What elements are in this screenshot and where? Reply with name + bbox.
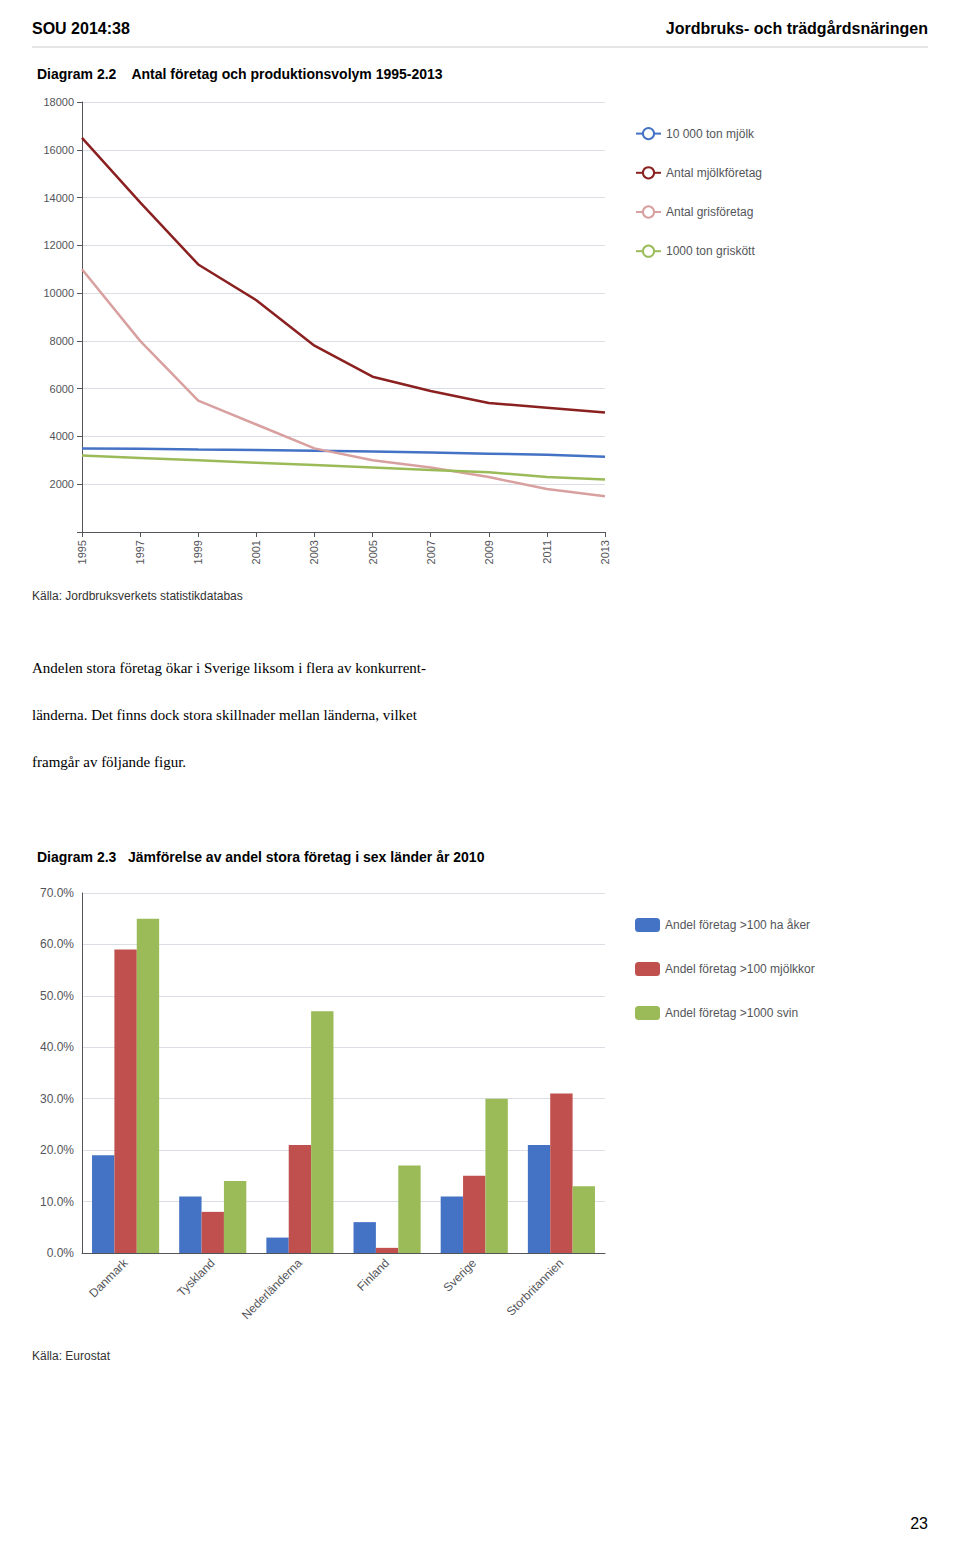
svg-text:1999: 1999 xyxy=(192,540,204,564)
svg-text:Finland: Finland xyxy=(354,1256,392,1294)
svg-text:Andelen stora företag ökar i S: Andelen stora företag ökar i Sverige lik… xyxy=(32,660,426,676)
svg-text:6000: 6000 xyxy=(50,383,74,395)
svg-text:2001: 2001 xyxy=(250,540,262,564)
svg-text:Diagram 2.3 Jämförelse av an: Diagram 2.3 Jämförelse av andel stora fö… xyxy=(37,849,485,865)
svg-text:2007: 2007 xyxy=(425,540,437,564)
svg-text:SOU 2014:38: SOU 2014:38 xyxy=(32,20,130,37)
svg-text:1995: 1995 xyxy=(76,540,88,564)
svg-text:2003: 2003 xyxy=(308,540,320,564)
svg-text:Diagram 2.2 Antal företag o: Diagram 2.2 Antal företag och produktion… xyxy=(37,66,443,82)
svg-text:18000: 18000 xyxy=(43,96,74,108)
svg-text:40.0%: 40.0% xyxy=(40,1040,74,1054)
svg-text:Antal grisföretag: Antal grisföretag xyxy=(666,205,753,219)
svg-text:30.0%: 30.0% xyxy=(40,1092,74,1106)
svg-text:länderna. Det finns dock stora: länderna. Det finns dock stora skillnade… xyxy=(32,707,418,723)
svg-text:1000 ton griskött: 1000 ton griskött xyxy=(666,244,755,258)
svg-text:10000: 10000 xyxy=(43,287,74,299)
svg-text:Tyskland: Tyskland xyxy=(174,1256,217,1299)
svg-text:Sverige: Sverige xyxy=(441,1256,480,1295)
svg-text:Antal mjölkföretag: Antal mjölkföretag xyxy=(666,166,762,180)
svg-text:10.0%: 10.0% xyxy=(40,1195,74,1209)
svg-text:2005: 2005 xyxy=(367,540,379,564)
svg-text:Källa: Eurostat: Källa: Eurostat xyxy=(32,1349,111,1363)
svg-text:70.0%: 70.0% xyxy=(40,886,74,900)
svg-text:framgår av följande figur.: framgår av följande figur. xyxy=(32,754,186,770)
svg-text:Andel företag >1000 svin: Andel företag >1000 svin xyxy=(665,1006,798,1020)
svg-text:Andel företag >100 mjölkkor: Andel företag >100 mjölkkor xyxy=(665,962,815,976)
svg-text:Jordbruks- och trädgårdsnäring: Jordbruks- och trädgårdsnäringen xyxy=(666,20,928,37)
svg-text:Källa: Jordbruksverkets statis: Källa: Jordbruksverkets statistikdatabas xyxy=(32,589,243,603)
svg-text:4000: 4000 xyxy=(50,430,74,442)
svg-text:10 000 ton mjölk: 10 000 ton mjölk xyxy=(666,127,755,141)
svg-text:14000: 14000 xyxy=(43,192,74,204)
svg-text:Nederländerna: Nederländerna xyxy=(239,1256,305,1322)
svg-text:2009: 2009 xyxy=(483,540,495,564)
svg-text:20.0%: 20.0% xyxy=(40,1143,74,1157)
svg-text:Andel företag >100 ha åker: Andel företag >100 ha åker xyxy=(665,918,810,932)
svg-text:Danmark: Danmark xyxy=(86,1255,131,1300)
svg-text:1997: 1997 xyxy=(134,540,146,564)
svg-text:50.0%: 50.0% xyxy=(40,989,74,1003)
svg-text:2013: 2013 xyxy=(599,540,611,564)
svg-text:60.0%: 60.0% xyxy=(40,937,74,951)
svg-text:12000: 12000 xyxy=(43,239,74,251)
svg-text:2000: 2000 xyxy=(50,478,74,490)
svg-text:23: 23 xyxy=(910,1515,928,1532)
svg-text:Storbritannien: Storbritannien xyxy=(504,1256,567,1319)
svg-text:8000: 8000 xyxy=(50,335,74,347)
svg-text:16000: 16000 xyxy=(43,144,74,156)
svg-text:2011: 2011 xyxy=(541,540,553,564)
svg-text:0.0%: 0.0% xyxy=(47,1246,75,1260)
